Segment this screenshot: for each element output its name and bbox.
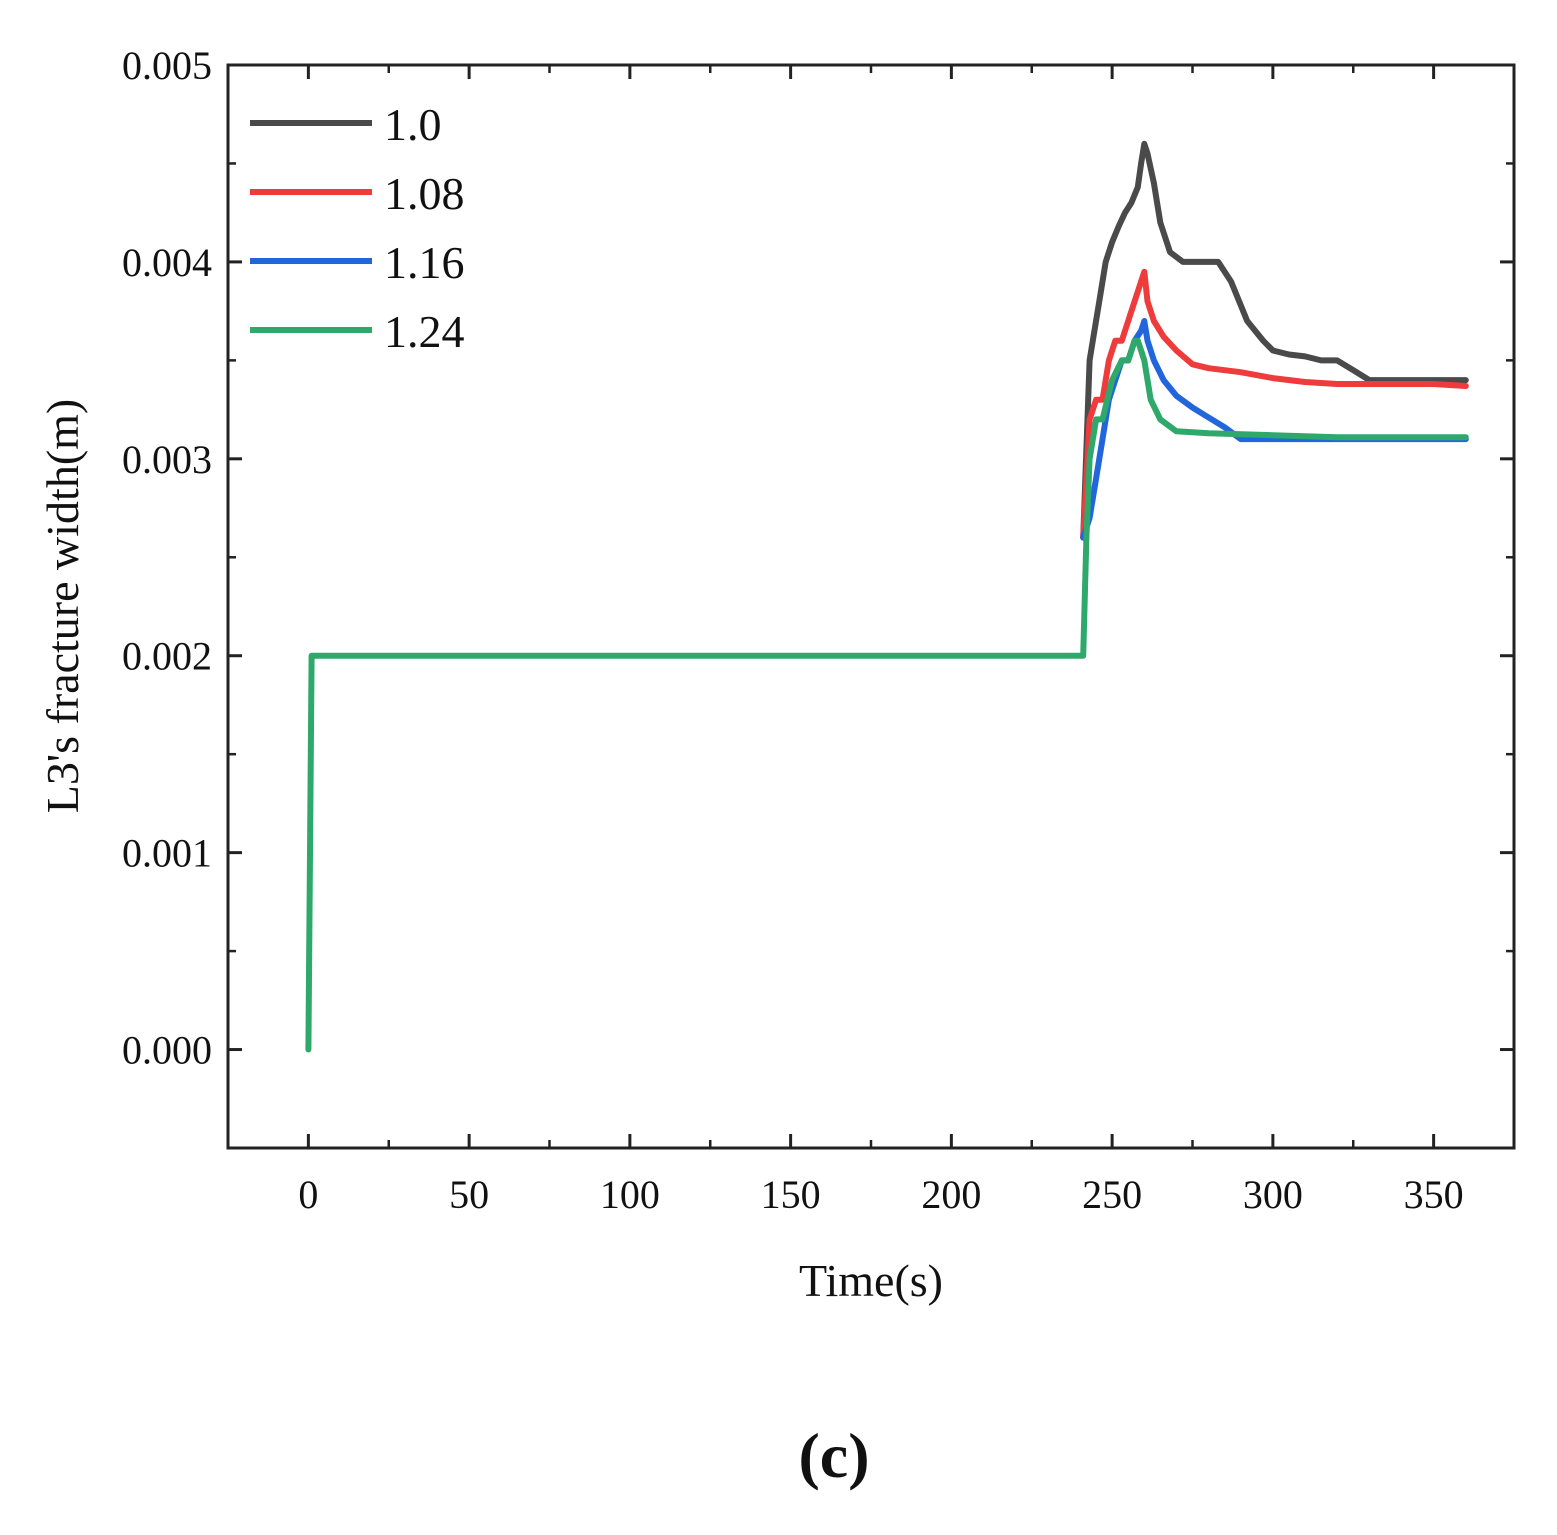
x-tick-label: 200 [921, 1172, 981, 1217]
series-line-1-08 [1080, 268, 1469, 541]
panel-label: (c) [798, 1420, 869, 1491]
legend-label: 1.0 [384, 99, 442, 150]
x-tick-label: 300 [1243, 1172, 1303, 1217]
y-tick-label: 0.005 [122, 43, 212, 88]
x-tick-label: 0 [298, 1172, 318, 1217]
y-tick-label: 0.002 [122, 634, 212, 679]
y-axis-ticks: 0.000 0.001 0.002 0.003 0.004 0.005 [122, 43, 1514, 1150]
legend-label: 1.24 [384, 306, 465, 357]
series-lines [305, 140, 1469, 1053]
y-tick-label: 0.003 [122, 437, 212, 482]
x-axis-title: Time(s) [799, 1255, 943, 1306]
legend: 1.0 1.08 1.16 1.24 [250, 99, 465, 357]
x-tick-label: 350 [1404, 1172, 1464, 1217]
x-axis-ticks: 0 50 100 150 200 250 300 350 [226, 65, 1516, 1217]
y-tick-label: 0.000 [122, 1028, 212, 1073]
series-line-1-24 [305, 337, 1469, 1053]
x-tick-label: 100 [600, 1172, 660, 1217]
y-axis-title: L3's fracture width(m) [37, 399, 88, 813]
legend-label: 1.16 [384, 237, 465, 288]
y-tick-label: 0.004 [122, 240, 212, 285]
y-tick-label: 0.001 [122, 831, 212, 876]
x-tick-label: 50 [449, 1172, 489, 1217]
series-line-1-0 [1080, 140, 1469, 541]
x-tick-label: 150 [761, 1172, 821, 1217]
legend-label: 1.08 [384, 168, 465, 219]
x-tick-label: 250 [1082, 1172, 1142, 1217]
